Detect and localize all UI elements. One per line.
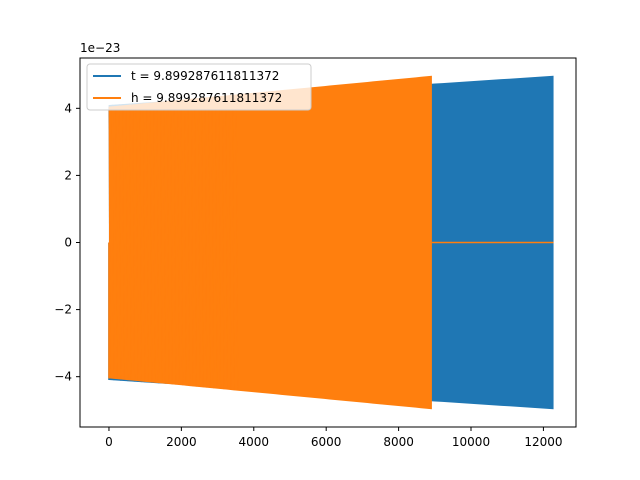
- legend-label-h: h = 9.899287611811372: [131, 91, 282, 105]
- x-tick-label: 10000: [452, 435, 490, 449]
- x-tick-label: 6000: [311, 435, 342, 449]
- plot-area: [108, 75, 554, 410]
- legend-box: [86, 63, 312, 111]
- x-tick-label: 4000: [239, 435, 270, 449]
- y-tick-label: 2: [64, 168, 72, 182]
- x-tick-label: 12000: [524, 435, 562, 449]
- y-offset-label: 1e−23: [80, 41, 120, 55]
- y-tick-label: −2: [54, 303, 72, 317]
- y-tick-label: −4: [54, 370, 72, 384]
- x-tick-label: 8000: [383, 435, 414, 449]
- y-tick-label: 0: [64, 236, 72, 250]
- y-tick-label: 4: [64, 101, 72, 115]
- x-tick-label: 0: [105, 435, 113, 449]
- legend: t = 9.899287611811372 h = 9.899287611811…: [86, 63, 312, 111]
- series-h: [108, 75, 554, 410]
- x-axis: 0 2000 4000 6000 8000 10000 12000: [105, 427, 563, 449]
- x-tick-label: 2000: [166, 435, 197, 449]
- y-axis: −4 −2 0 2 4: [54, 101, 80, 384]
- legend-label-t: t = 9.899287611811372: [131, 69, 279, 83]
